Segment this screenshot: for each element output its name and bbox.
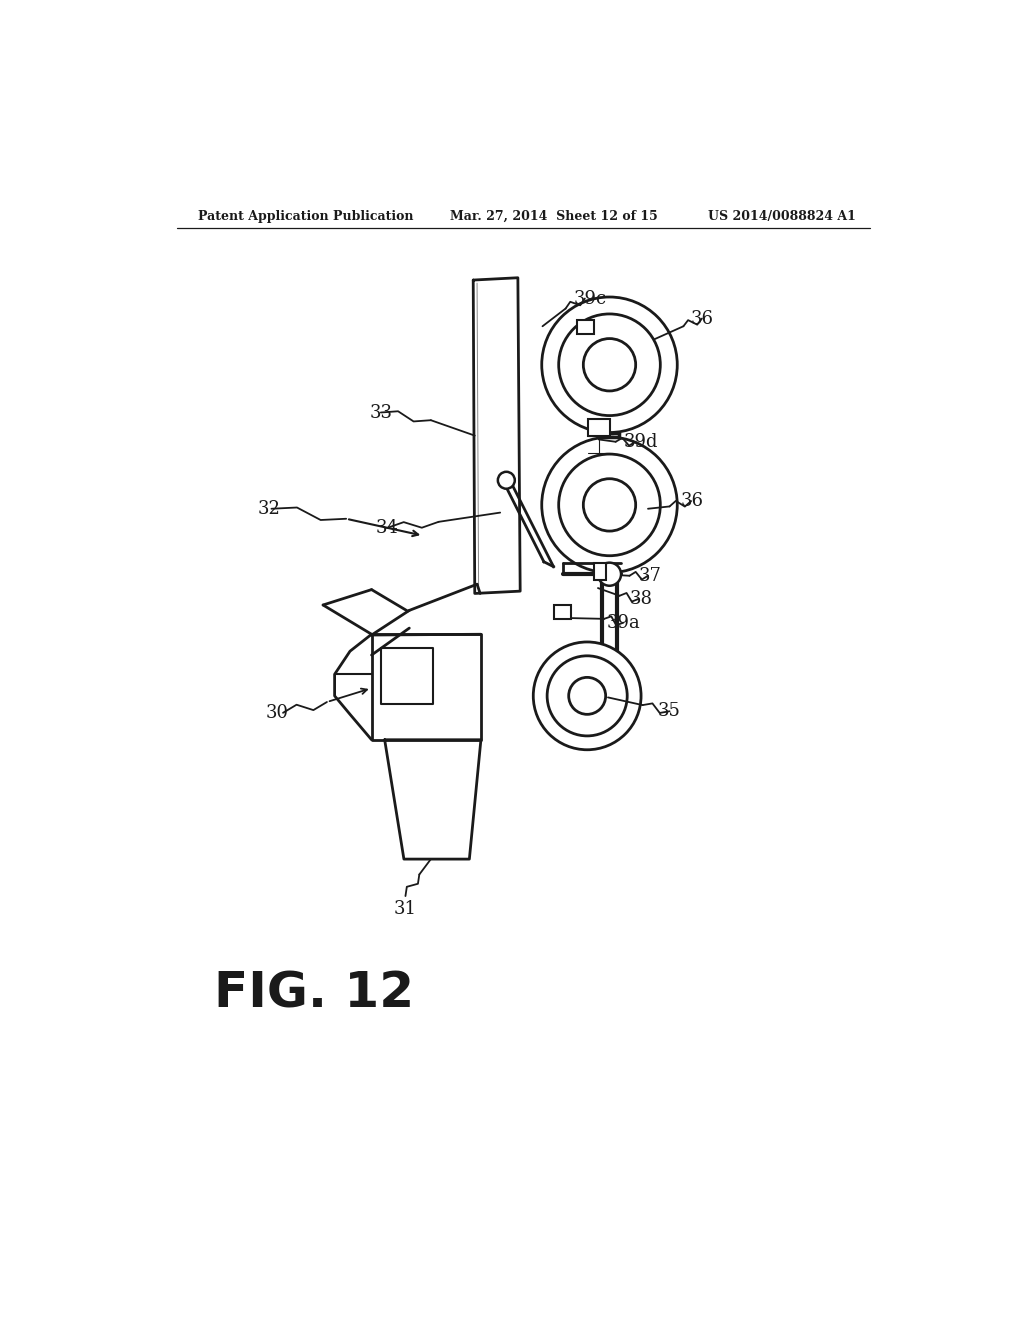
Text: 39d: 39d — [624, 433, 657, 450]
Circle shape — [559, 314, 660, 416]
Circle shape — [584, 479, 636, 531]
Circle shape — [598, 562, 621, 586]
Text: 36: 36 — [691, 310, 714, 327]
Text: 38: 38 — [630, 590, 652, 607]
Text: 32: 32 — [258, 500, 281, 517]
Text: 39c: 39c — [573, 289, 606, 308]
Circle shape — [534, 642, 641, 750]
Text: 36: 36 — [680, 492, 703, 510]
Text: 37: 37 — [639, 566, 662, 585]
Text: 30: 30 — [265, 704, 289, 722]
Circle shape — [542, 297, 677, 433]
Text: FIG. 12: FIG. 12 — [214, 970, 414, 1018]
Circle shape — [568, 677, 605, 714]
Text: 34: 34 — [376, 519, 398, 537]
Bar — [588, 418, 609, 436]
Text: 35: 35 — [658, 702, 681, 721]
Bar — [554, 605, 571, 619]
Circle shape — [547, 656, 628, 737]
Text: Mar. 27, 2014  Sheet 12 of 15: Mar. 27, 2014 Sheet 12 of 15 — [451, 210, 657, 223]
Text: 39a: 39a — [606, 614, 640, 632]
Circle shape — [498, 471, 515, 488]
Circle shape — [584, 339, 636, 391]
Circle shape — [559, 454, 660, 556]
Text: 33: 33 — [370, 404, 392, 421]
Circle shape — [542, 437, 677, 573]
Bar — [578, 321, 594, 334]
Bar — [594, 564, 606, 581]
Text: US 2014/0088824 A1: US 2014/0088824 A1 — [708, 210, 856, 223]
Text: 31: 31 — [394, 900, 417, 919]
Text: Patent Application Publication: Patent Application Publication — [199, 210, 414, 223]
